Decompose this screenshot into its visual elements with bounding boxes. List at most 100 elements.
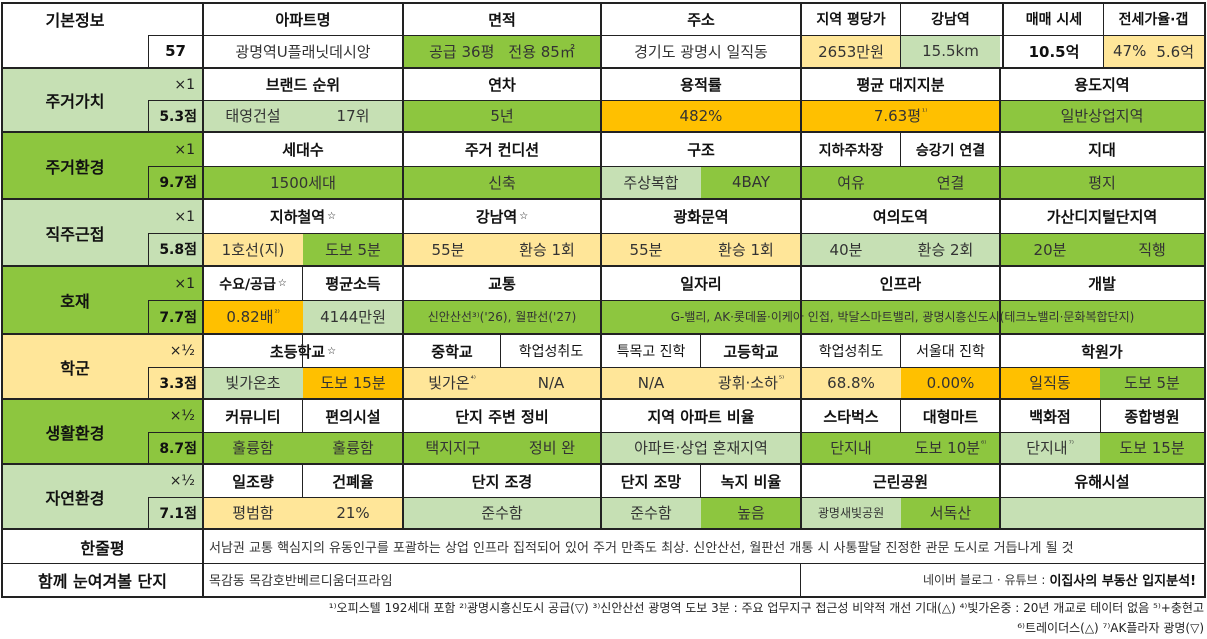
green-ratio-value: 높음 bbox=[701, 497, 801, 528]
grid-line bbox=[202, 2, 204, 598]
gangnam-transfer-value: 환승 1회 bbox=[493, 233, 601, 265]
header-sunlight: 일조량 bbox=[232, 472, 274, 491]
grid-line bbox=[2, 67, 1205, 69]
header-large-mart: 대형마트 bbox=[922, 407, 979, 426]
land-share-footnote-mark: ¹⁾ bbox=[922, 107, 928, 116]
middle-footnote-mark: ⁴⁾ bbox=[470, 374, 476, 383]
header-floor-area-ratio: 용적률 bbox=[680, 76, 722, 94]
grid-line bbox=[2, 596, 1205, 598]
header-department-store: 백화점 bbox=[1029, 407, 1071, 426]
category-living-value: 주거가치 bbox=[2, 69, 148, 131]
star-icon: ☆ bbox=[327, 345, 337, 357]
header-neighborhood-park: 근린공원 bbox=[872, 472, 929, 491]
grid-line bbox=[302, 267, 303, 300]
grid-line bbox=[1204, 2, 1206, 598]
grid-line bbox=[1002, 2, 1004, 67]
elevator-value: 연결 bbox=[901, 166, 1000, 198]
header-apt-name: 아파트명 bbox=[275, 10, 331, 29]
condition-value: 신축 bbox=[403, 166, 601, 198]
yeouido-transfer-value: 환승 2회 bbox=[891, 233, 1000, 265]
header-community: 커뮤니티 bbox=[225, 407, 281, 426]
grid-line bbox=[700, 465, 701, 497]
weight-living-value: ×1 bbox=[148, 69, 203, 100]
grid-line bbox=[302, 400, 303, 432]
middle-school-value: 빛가온 ⁴⁾ bbox=[403, 367, 501, 398]
grid-line bbox=[148, 300, 1205, 301]
yeouido-time-value: 40분 bbox=[801, 233, 891, 265]
header-gangnam-station-text: 강남역 bbox=[475, 208, 518, 226]
grid-line bbox=[2, 131, 1205, 133]
land-share-amount: 7.63평 bbox=[873, 107, 922, 125]
header-subway-station: 지하철역 ☆ bbox=[203, 200, 403, 233]
grid-line bbox=[900, 400, 901, 432]
grid-line bbox=[148, 100, 149, 131]
header-academy-district: 학원가 bbox=[1081, 342, 1123, 361]
grid-line bbox=[999, 67, 1001, 528]
grid-line bbox=[148, 367, 1205, 368]
weight-nature-environment: ×½ bbox=[148, 465, 203, 497]
general-hospital-value: 도보 15분 bbox=[1100, 432, 1204, 463]
community-value: 훌륭함 bbox=[203, 432, 303, 463]
grid-line bbox=[148, 166, 149, 198]
header-terrain: 지대 bbox=[1088, 141, 1116, 159]
grid-line bbox=[2, 398, 1205, 400]
weight-commute: ×1 bbox=[148, 200, 203, 233]
header-high-school: 고등학교 bbox=[723, 342, 779, 361]
header-hazardous-facility: 유해시설 bbox=[1074, 472, 1130, 491]
subway-walk-value: 도보 5분 bbox=[303, 233, 403, 265]
zoning-value: 일반상업지역 bbox=[1000, 100, 1204, 131]
header-gasan-station: 가산디지털단지역 bbox=[1046, 208, 1158, 226]
grid-line bbox=[900, 133, 901, 166]
average-income-value: 4144만원 bbox=[303, 300, 403, 333]
grid-line bbox=[302, 335, 303, 367]
header-gwanghwamun-station: 광화문역 bbox=[673, 208, 729, 226]
header-yeouido-station: 여의도역 bbox=[872, 208, 929, 226]
surround-status-value: 정비 완 bbox=[503, 432, 601, 463]
department-store-value: 단지내 ⁷⁾ bbox=[1000, 432, 1100, 463]
large-mart-value: 도보 10분 ⁶⁾ bbox=[901, 432, 1000, 463]
header-condition: 주거 컨디션 bbox=[464, 141, 540, 159]
grid-line bbox=[1, 2, 3, 598]
brand-rank-value: 17위 bbox=[303, 100, 403, 131]
grid-line bbox=[148, 367, 149, 398]
terrain-value: 평지 bbox=[1000, 166, 1204, 198]
header-building-age: 연차 bbox=[488, 76, 516, 94]
supply-footnote-mark: ²⁾ bbox=[274, 308, 280, 317]
grid-line bbox=[148, 497, 149, 528]
elementary-name-value: 빛가온초 bbox=[203, 367, 303, 398]
source-credit-prefix: 네이버 블로그 · 유튜브 : bbox=[922, 573, 1046, 587]
score-living-value: 5.3점 bbox=[148, 100, 203, 131]
gasan-time-value: 20분 bbox=[1000, 233, 1100, 265]
grid-line bbox=[148, 432, 1205, 433]
header-elevator-link: 승강기 연결 bbox=[915, 142, 986, 159]
floor-area-ratio-value: 482% bbox=[601, 100, 801, 131]
subway-line-value: 1호선(지) bbox=[203, 233, 303, 265]
jeonse-rate: 47% bbox=[1113, 42, 1147, 60]
building-coverage-value: 21% bbox=[303, 497, 403, 528]
gwanghwamun-time-value: 55분 bbox=[601, 233, 691, 265]
header-area: 면적 bbox=[488, 10, 516, 29]
gangnam-time-value: 55분 bbox=[403, 233, 493, 265]
header-development-plan: 개발 bbox=[1088, 275, 1116, 293]
header-supply-demand: 수요/공급 ☆ bbox=[203, 267, 303, 300]
grid-line bbox=[2, 563, 1205, 564]
summary-label: 한줄평 bbox=[80, 538, 125, 558]
middle-school-name: 빛가온 bbox=[428, 374, 470, 392]
complex-view-value: 준수함 bbox=[601, 497, 701, 528]
structure-bay-value: 4BAY bbox=[701, 166, 801, 198]
score-development: 7.7점 bbox=[148, 300, 203, 333]
area-supply: 공급 36평 bbox=[429, 42, 495, 61]
score-school: 3.3점 bbox=[148, 367, 203, 398]
source-credit: 네이버 블로그 · 유튜브 : 이집사의 부동산 입지분석! bbox=[801, 563, 1204, 596]
grid-line bbox=[500, 335, 501, 367]
grid-line bbox=[800, 2, 802, 528]
header-building-coverage: 건폐율 bbox=[332, 472, 374, 491]
grid-line bbox=[900, 2, 901, 67]
building-age-value: 5년 bbox=[403, 100, 601, 131]
related-complex-label: 함께 눈여겨볼 단지 bbox=[38, 571, 167, 591]
grid-line bbox=[1100, 400, 1101, 432]
header-zoning: 용도지역 bbox=[1074, 76, 1130, 94]
category-nature-environment: 자연환경 bbox=[2, 465, 148, 528]
header-jobs: 일자리 bbox=[680, 275, 722, 293]
brand-name-value: 태영건설 bbox=[203, 100, 303, 131]
